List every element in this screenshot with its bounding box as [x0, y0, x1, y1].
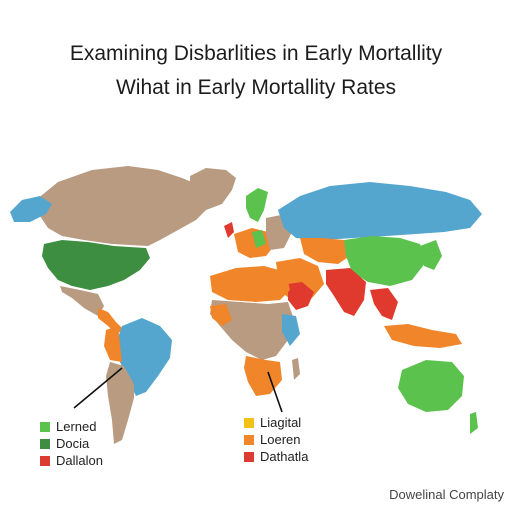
region-west-europe — [234, 228, 274, 258]
region-arabia — [288, 282, 314, 310]
region-usa — [42, 240, 150, 290]
legend-swatch-red — [244, 451, 254, 462]
region-west-africa — [210, 304, 232, 326]
legend-item: Liagital — [244, 414, 308, 431]
region-uk — [224, 222, 234, 238]
region-china — [344, 236, 426, 286]
legend-label: Liagital — [260, 415, 302, 430]
region-canada — [36, 166, 212, 246]
legend-swatch-dark-green — [40, 438, 50, 449]
legend-swatch-red — [40, 455, 50, 466]
world-map — [10, 166, 482, 444]
legend-item: Dallalon — [40, 452, 103, 469]
region-mexico — [60, 286, 104, 316]
legend-label: Dathatla — [260, 449, 309, 464]
legend-label: Dallalon — [56, 453, 103, 468]
region-australia — [398, 360, 464, 412]
region-russia — [278, 182, 482, 240]
region-south-asia — [326, 268, 366, 316]
region-andes — [104, 326, 122, 362]
region-central-europe — [252, 230, 266, 248]
legend-swatch-light-green — [40, 421, 50, 432]
region-north-africa — [210, 266, 290, 302]
region-scandinavia — [246, 188, 268, 222]
legend-swatch-yellow — [244, 417, 254, 428]
region-east-asia-coast — [420, 240, 442, 270]
region-central-africa — [210, 300, 294, 360]
region-southern-africa — [244, 356, 282, 396]
legend-label: Loeren — [260, 432, 301, 447]
region-brazil — [116, 318, 172, 396]
legend-swatch-orange — [244, 434, 254, 445]
legend-item: Loeren — [244, 431, 308, 448]
map-title-line-2: Wihat in Early Mortallity Rates — [115, 76, 397, 99]
region-southeast-asia — [370, 288, 398, 320]
region-central-asia — [300, 238, 350, 264]
legend-left: Lerned Docia Dallalon — [40, 418, 103, 469]
region-alaska — [10, 196, 52, 222]
region-indonesia — [384, 324, 462, 348]
region-new-zealand — [470, 412, 478, 434]
region-east-africa — [282, 314, 300, 346]
source-credit: Dowelinal Complaty — [389, 487, 504, 502]
region-greenland — [190, 168, 236, 210]
legend-label: Docia — [56, 436, 90, 451]
map-title-line-1: Examining Disbarlities in Early Mortalli… — [69, 42, 443, 65]
legend-label: Lerned — [56, 419, 97, 434]
legend-right: Liagital Loeren Dathatla — [244, 414, 308, 465]
region-southern-cone — [106, 362, 134, 444]
legend-item: Dathatla — [244, 448, 308, 465]
legend-item: Lerned — [40, 418, 103, 435]
legend-item: Docia — [40, 435, 103, 452]
region-madagascar — [292, 358, 300, 380]
